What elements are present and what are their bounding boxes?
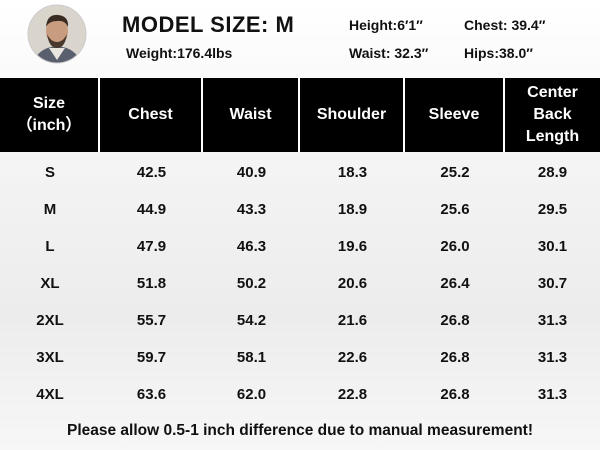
measurement: 47.9 xyxy=(136,238,167,255)
column-header-line: Sleeve xyxy=(428,106,480,123)
measurement: 20.6 xyxy=(337,275,368,292)
title: MODEL SIZE: M xyxy=(122,12,295,37)
measurement: 62.0 xyxy=(236,386,267,403)
measurement: 59.7 xyxy=(136,349,167,366)
column-header: Chest xyxy=(100,78,203,152)
model-avatar xyxy=(27,4,87,64)
measurement: 46.3 xyxy=(236,238,267,255)
column-header-line: Length xyxy=(525,128,580,145)
table-row: M 44.9 43.3 18.9 25.6 29.5 xyxy=(0,191,600,228)
model-height: Height:6′1″ xyxy=(349,17,423,33)
table-row: 2XL 55.7 54.2 21.6 26.8 31.3 xyxy=(0,302,600,339)
measurement: 30.1 xyxy=(537,238,568,255)
size-label: M xyxy=(43,201,57,218)
column-header-line: Waist xyxy=(229,106,272,123)
measurement: 25.6 xyxy=(440,201,470,218)
model-weight: Weight:176.4lbs xyxy=(126,45,233,61)
measurement: 22.6 xyxy=(337,349,368,366)
size-label: 2XL xyxy=(36,312,64,329)
measurement: 26.8 xyxy=(440,386,470,403)
footer-note: Please allow 0.5-1 inch difference due t… xyxy=(66,422,533,439)
size-label: 4XL xyxy=(36,386,64,403)
measurement: 19.6 xyxy=(337,238,368,255)
model-waist: Waist: 32.3″ xyxy=(349,45,429,61)
measurement: 31.3 xyxy=(537,386,568,403)
size-label: 3XL xyxy=(36,349,64,366)
table-header: Size （inch） Chest Waist Shoulder Sleeve Center… xyxy=(0,78,600,152)
measurement: 54.2 xyxy=(236,312,267,329)
measurement: 26.8 xyxy=(440,349,470,366)
measurement: 55.7 xyxy=(136,312,167,329)
column-header: Waist xyxy=(203,78,300,152)
measurement: 51.8 xyxy=(136,275,167,292)
measurement: 28.9 xyxy=(537,164,568,181)
measurement: 50.2 xyxy=(236,275,267,292)
column-header-line: Size xyxy=(32,95,65,112)
measurement: 25.2 xyxy=(440,164,470,181)
measurement: 40.9 xyxy=(236,164,267,181)
measurement: 18.9 xyxy=(337,201,368,218)
measurement: 21.6 xyxy=(337,312,368,329)
measurement: 42.5 xyxy=(136,164,167,181)
column-header-line: Center xyxy=(527,84,578,101)
measurement: 26.4 xyxy=(440,275,470,292)
measurement: 26.0 xyxy=(440,238,470,255)
measurement: 43.3 xyxy=(236,201,267,218)
measurement: 44.9 xyxy=(136,201,167,218)
table-row: S 42.5 40.9 18.3 25.2 28.9 xyxy=(0,154,600,191)
measurement: 18.3 xyxy=(337,164,368,181)
size-label: S xyxy=(44,164,55,181)
measurement: 29.5 xyxy=(537,201,568,218)
table-row: L 47.9 46.3 19.6 26.0 30.1 xyxy=(0,228,600,265)
size-label: XL xyxy=(40,275,60,292)
size-label: L xyxy=(45,238,55,255)
table-row: XL 51.8 50.2 20.6 26.4 30.7 xyxy=(0,265,600,302)
table-body: S 42.5 40.9 18.3 25.2 28.9 M 44.9 43.3 18.9 25.6 29… xyxy=(0,154,600,413)
measurement: 58.1 xyxy=(236,349,267,366)
measurement: 63.6 xyxy=(136,386,167,403)
column-header-line: （inch） xyxy=(16,117,82,134)
measurement: 26.8 xyxy=(440,312,470,329)
column-header: Sleeve xyxy=(405,78,505,152)
table-row: 4XL 63.6 62.0 22.8 26.8 31.3 xyxy=(0,376,600,413)
measurement: 30.7 xyxy=(537,275,568,292)
measurement: 22.8 xyxy=(337,386,368,403)
column-header-line: Back xyxy=(533,106,572,123)
column-header: Shoulder xyxy=(300,78,405,152)
model-hips: Hips:38.0″ xyxy=(464,45,533,61)
measurement: 31.3 xyxy=(537,349,568,366)
model-chest: Chest: 39.4″ xyxy=(464,17,546,33)
column-header: Center Back Length xyxy=(505,78,600,152)
column-header-line: Chest xyxy=(128,106,173,123)
column-header: Size （inch） xyxy=(0,78,100,152)
measurement: 31.3 xyxy=(537,312,568,329)
column-header-line: Shoulder xyxy=(316,106,387,123)
table-row: 3XL 59.7 58.1 22.6 26.8 31.3 xyxy=(0,339,600,376)
